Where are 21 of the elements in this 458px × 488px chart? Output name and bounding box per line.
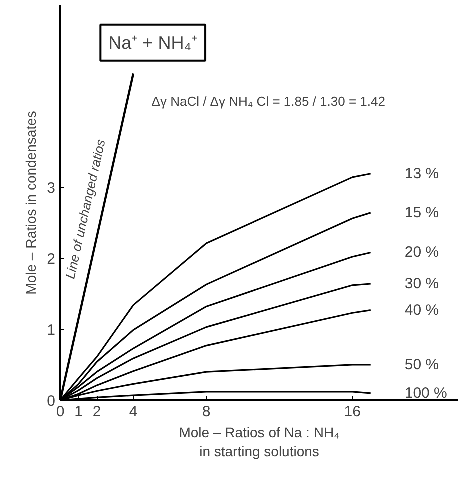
y-tick-label: 3 bbox=[47, 180, 56, 197]
text: 20 % bbox=[404, 244, 440, 262]
text: Line of unchanged ratios bbox=[62, 138, 108, 280]
text: 13 % bbox=[404, 165, 440, 182]
x-tick-label: 2 bbox=[92, 404, 102, 420]
annotation: Na⁺ + NH₄⁺ bbox=[108, 32, 198, 53]
x-tick-label: 4 bbox=[129, 404, 138, 420]
text: 40 % bbox=[404, 302, 440, 319]
text: 15 % bbox=[404, 204, 440, 222]
x-tick-label: 8 bbox=[202, 404, 211, 420]
x-axis-title: Mole – Ratios of Na : NH₄ in starting solutions bbox=[179, 424, 340, 460]
text: 30 % bbox=[404, 275, 440, 292]
text: 50 % bbox=[404, 356, 440, 374]
y-tick-label: 1 bbox=[47, 322, 56, 339]
y-axis-title: Mole – Ratios in condensates bbox=[23, 111, 40, 295]
annotation: Δγ NaCl / Δγ NH₄ Cl = 1.85 / 1.30 = 1.42 bbox=[152, 94, 386, 110]
y-tick-label: 2 bbox=[47, 250, 56, 268]
y-tick-label: 0 bbox=[47, 393, 56, 410]
text: 100 % bbox=[404, 384, 448, 402]
x-tick-label: 16 bbox=[344, 404, 361, 420]
x-tick-label: 1 bbox=[74, 404, 83, 420]
